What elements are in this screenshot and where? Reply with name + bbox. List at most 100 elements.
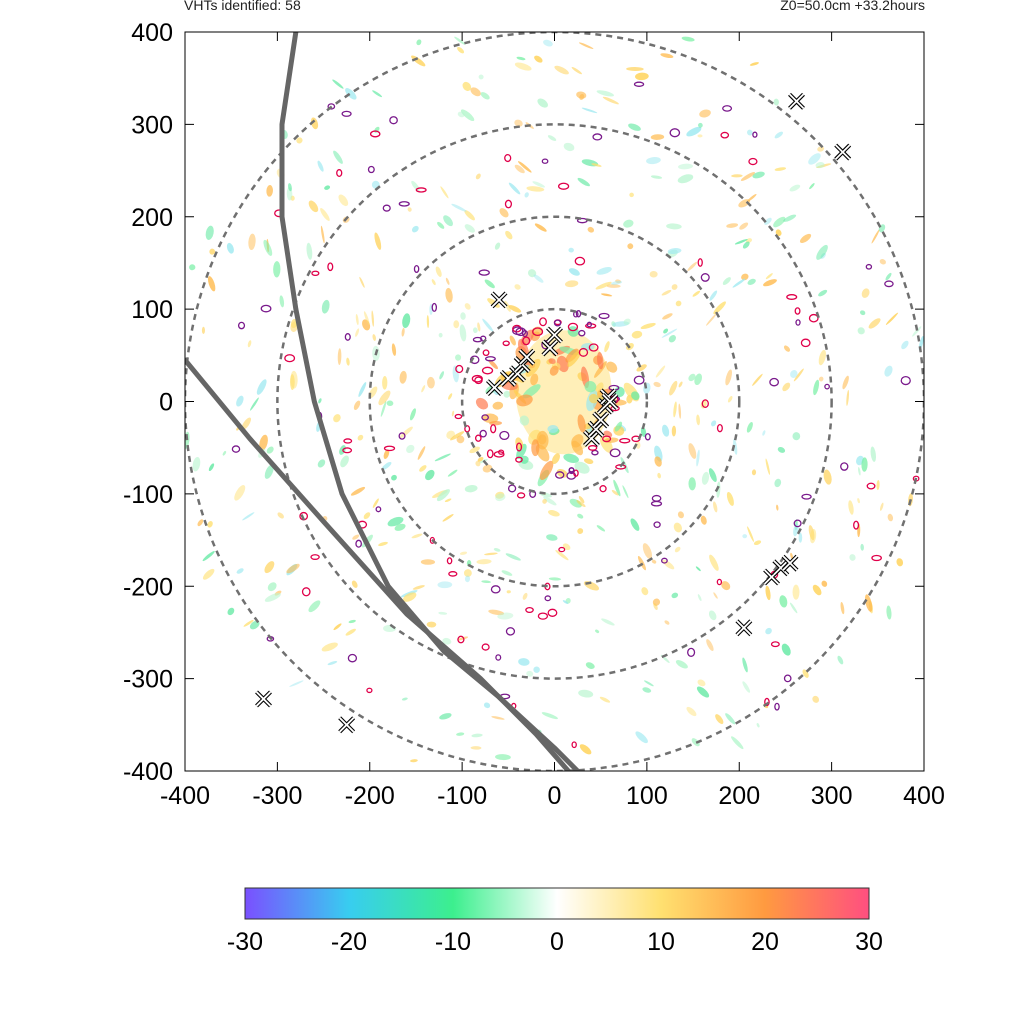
- field-blob: [317, 459, 326, 468]
- vorticity-contour: [587, 445, 598, 451]
- field-blob: [484, 552, 498, 556]
- field-blob: [407, 207, 412, 212]
- vorticity-contour: [701, 399, 709, 408]
- field-blob: [518, 658, 530, 666]
- y-tick-label: 300: [131, 111, 173, 139]
- field-blob: [738, 199, 751, 208]
- field-blob: [470, 87, 481, 97]
- field-blob: [445, 287, 453, 303]
- field-blob: [879, 502, 884, 511]
- y-axis: 400 300 200 100 0 -100 -200 -300 -400: [123, 19, 924, 786]
- field-blob: [564, 280, 579, 288]
- field-blob: [363, 311, 370, 325]
- field-blob: [777, 447, 786, 453]
- field-blob: [372, 334, 376, 341]
- field-blob: [673, 522, 682, 533]
- field-blob: [401, 327, 405, 337]
- field-blob: [631, 391, 640, 401]
- field-blob: [818, 349, 827, 366]
- field-blob: [711, 420, 717, 427]
- field-blob: [765, 585, 771, 601]
- field-blob: [857, 498, 860, 504]
- field-blob: [799, 233, 812, 244]
- field-blob: [596, 352, 604, 370]
- field-blob: [688, 477, 696, 491]
- vorticity-contour: [770, 641, 780, 648]
- field-blob: [308, 200, 319, 213]
- vorticity-contour: [853, 520, 860, 530]
- vht-marker: [583, 430, 600, 447]
- vorticity-contour: [231, 445, 241, 453]
- field-blob: [860, 543, 864, 551]
- field-blob: [495, 491, 505, 499]
- field-blob: [464, 210, 475, 221]
- field-blob: [753, 540, 762, 546]
- vorticity-contour: [716, 578, 723, 586]
- field-blob: [678, 403, 682, 419]
- vht-marker: [499, 369, 517, 387]
- vorticity-contour: [795, 319, 801, 326]
- field-blob: [740, 172, 755, 181]
- field-blob: [725, 369, 732, 386]
- field-blob: [775, 229, 782, 237]
- field-blob: [457, 111, 465, 118]
- vht-marker: [788, 92, 805, 110]
- field-blob: [576, 500, 586, 508]
- field-blob: [734, 239, 748, 245]
- field-blob: [378, 541, 388, 547]
- vorticity-contour: [578, 347, 589, 357]
- field-blob: [781, 643, 791, 656]
- vht-marker: [781, 554, 799, 572]
- field-blob: [626, 66, 644, 71]
- x-tick-label: 100: [626, 782, 668, 810]
- field-blob: [399, 426, 413, 439]
- y-tick-label: 0: [159, 389, 173, 417]
- vorticity-contour: [544, 595, 552, 602]
- vorticity-contour: [774, 702, 780, 711]
- field-blob: [671, 284, 678, 290]
- field-blob: [868, 318, 881, 329]
- field-blob: [359, 276, 365, 288]
- vorticity-contour: [697, 258, 703, 267]
- field-blob: [435, 266, 442, 277]
- vorticity-contour: [700, 273, 710, 282]
- field-blob: [517, 161, 532, 173]
- vorticity-contour: [344, 333, 351, 341]
- field-blob: [660, 53, 674, 59]
- field-blob: [671, 592, 679, 599]
- field-blob: [581, 107, 598, 114]
- field-blob: [782, 382, 791, 392]
- field-blob: [363, 512, 371, 520]
- vorticity-contour: [493, 451, 505, 458]
- field-blob: [583, 458, 594, 464]
- vorticity-contour: [865, 263, 873, 270]
- vorticity-contour: [900, 375, 911, 386]
- vorticity-contour: [502, 340, 510, 347]
- field-blob: [483, 702, 491, 709]
- field-blob: [394, 523, 406, 531]
- field-blob: [611, 280, 623, 285]
- vorticity-contour: [794, 307, 801, 315]
- field-blob: [698, 122, 703, 128]
- field-blob: [462, 81, 472, 91]
- vorticity-contour: [602, 435, 612, 443]
- vorticity-contour: [481, 414, 489, 421]
- vorticity-contour: [783, 674, 792, 683]
- field-blob: [475, 397, 489, 410]
- x-tick-label: -400: [160, 782, 210, 810]
- field-blob: [773, 98, 779, 106]
- vorticity-contour: [457, 635, 465, 644]
- field-blob: [503, 390, 511, 398]
- field-blob: [310, 117, 319, 130]
- track-lines: [185, 32, 581, 771]
- field-blob: [606, 361, 618, 373]
- field-blob: [699, 109, 711, 118]
- field-blob: [671, 425, 677, 437]
- y-tick-label: -100: [123, 481, 173, 509]
- y-tick-label: 400: [131, 19, 173, 47]
- field-blob: [381, 461, 392, 470]
- vorticity-contour: [382, 204, 391, 212]
- field-blob: [752, 373, 763, 386]
- field-blob: [808, 153, 821, 165]
- field-blob: [488, 609, 505, 616]
